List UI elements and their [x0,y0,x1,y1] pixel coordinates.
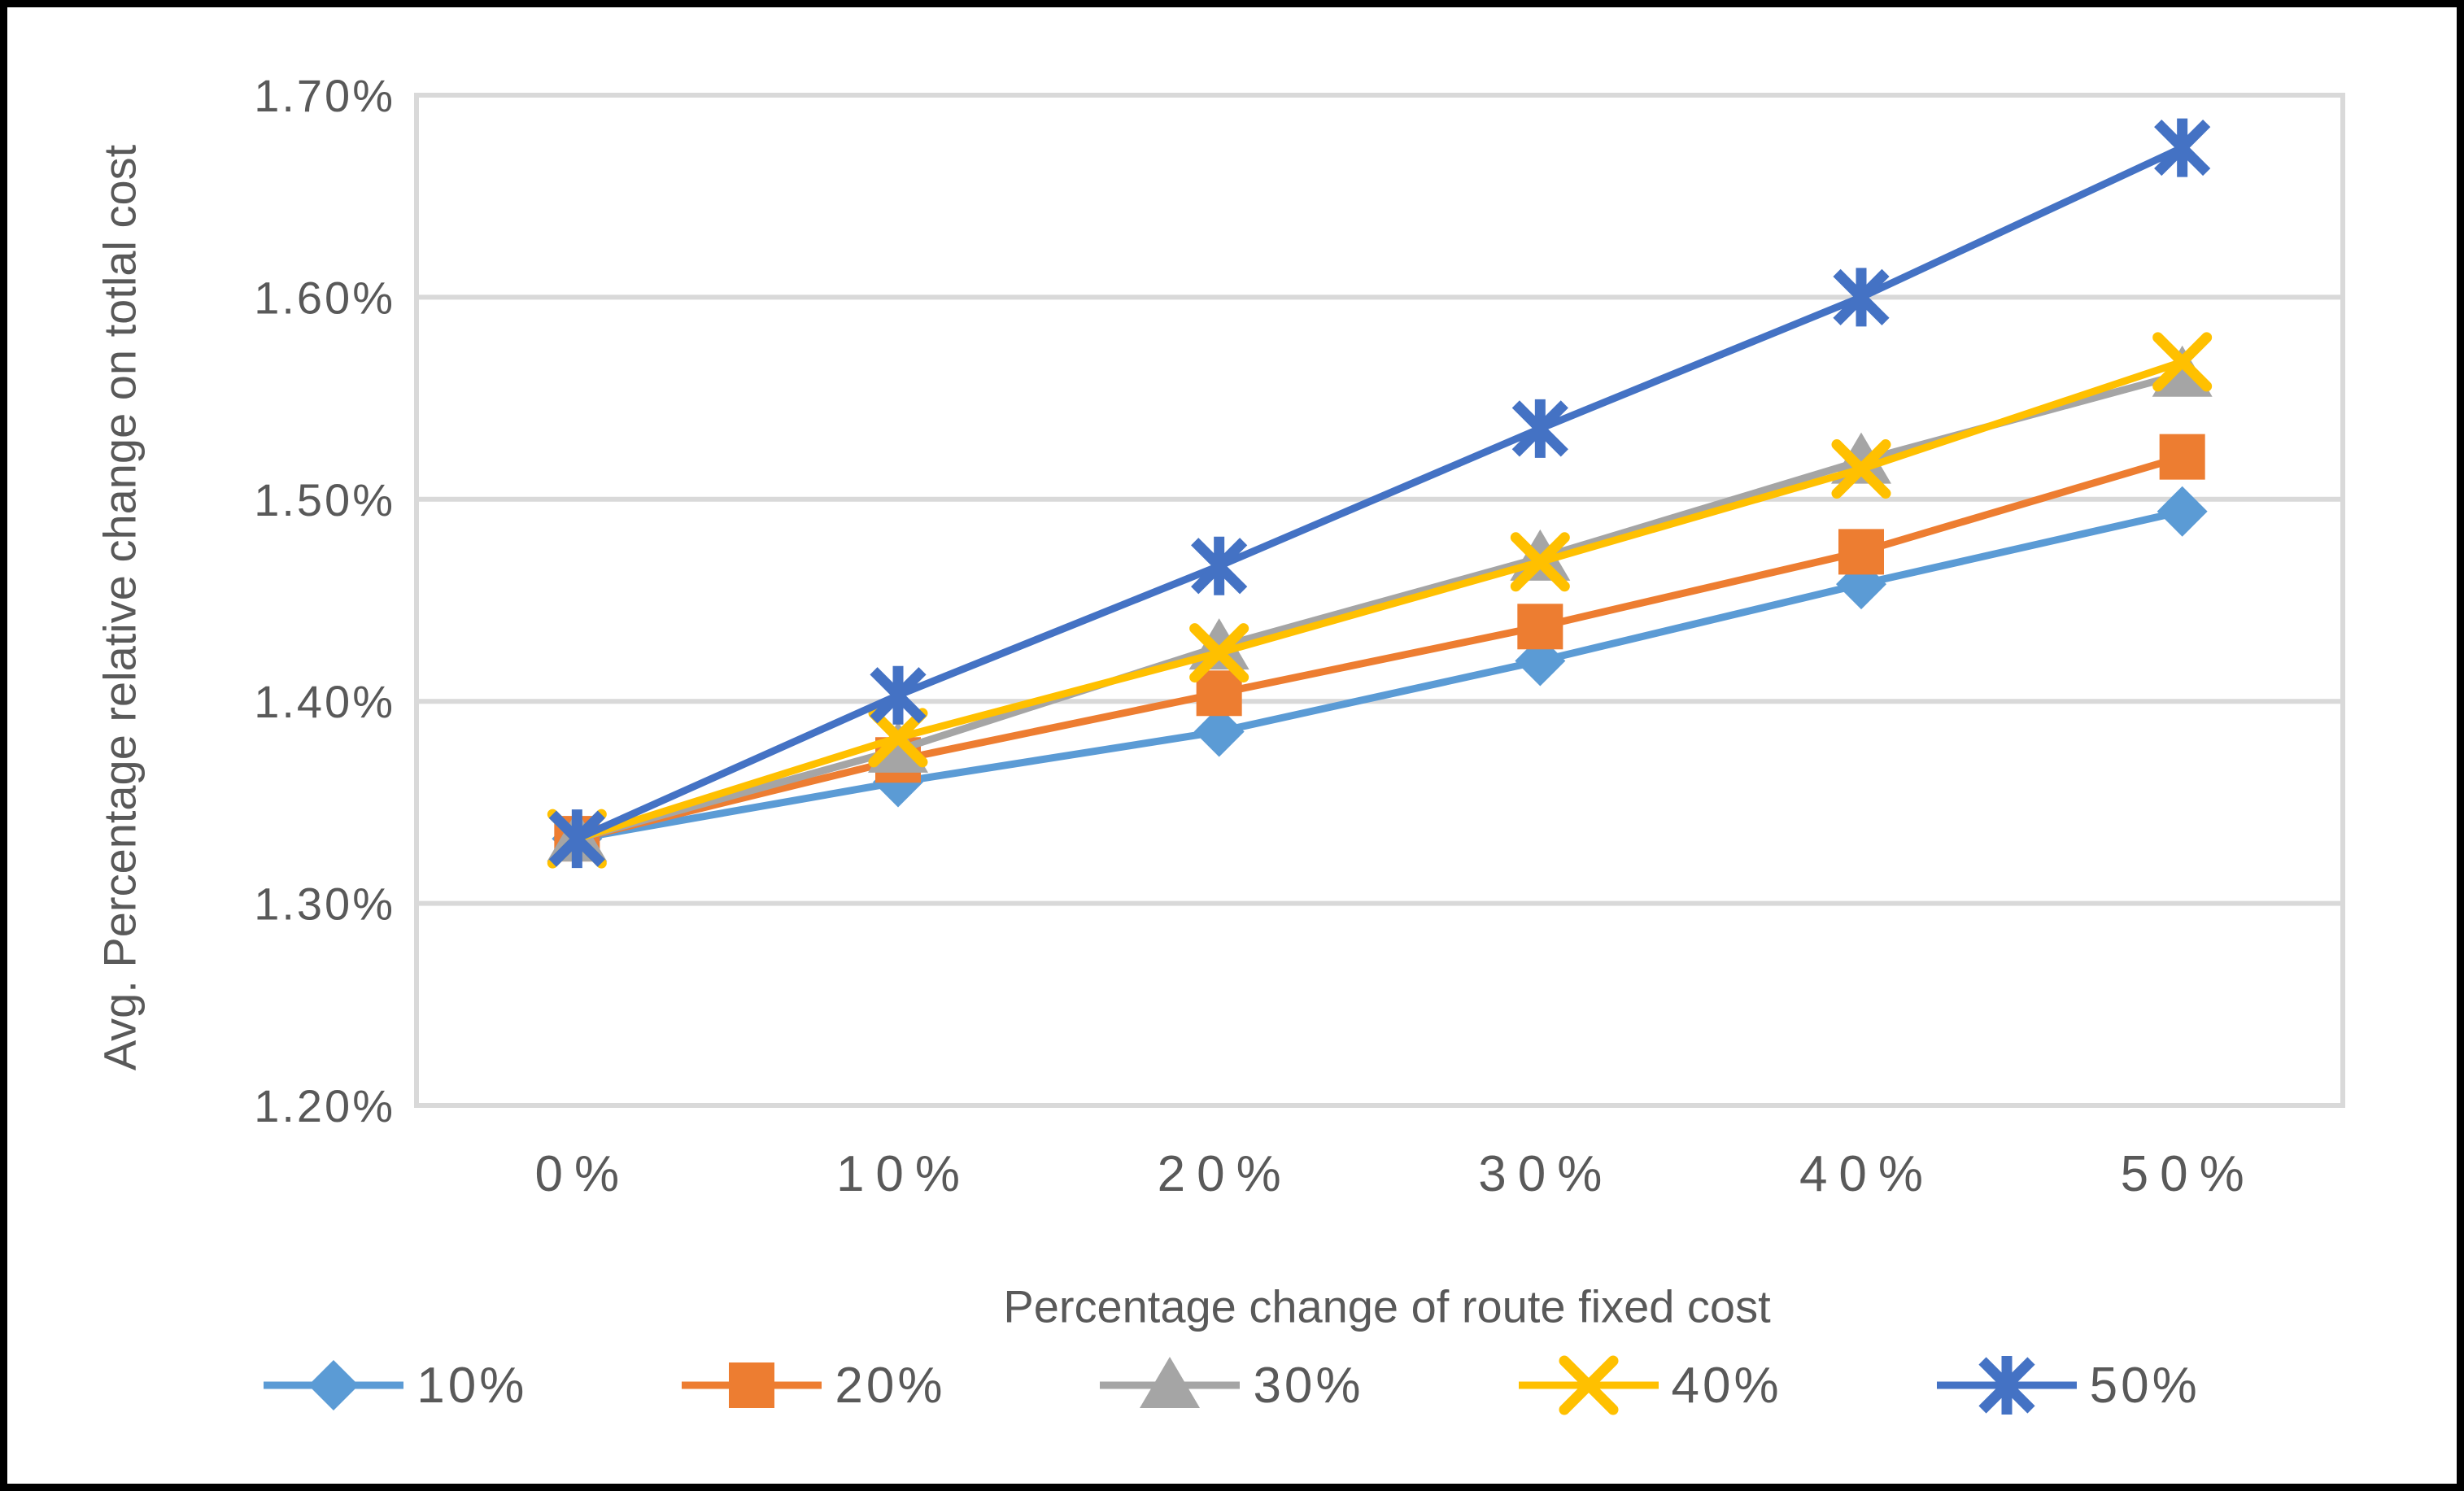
legend-key-asterisk-icon [1936,1356,2077,1415]
series-line-20% [576,453,2183,843]
legend-label: 30% [1253,1357,1364,1414]
marker-50%-50% [2154,118,2211,177]
y-tick-label: 1.60% [254,272,395,323]
marker-50%-10% [870,665,927,725]
legend-label: 50% [2089,1357,2200,1414]
legend-key-x-icon [1518,1355,1659,1415]
legend-marker-20% [729,1362,775,1408]
y-tick-label: 1.30% [254,878,395,930]
y-tick-label: 1.70% [254,70,395,121]
legend-marker-50% [1978,1356,2035,1415]
legend-key-diamond-icon [264,1360,404,1410]
x-tick-label: 30% [1478,1146,1613,1202]
marker-20%-40% [1838,529,1884,575]
x-tick-label: 10% [836,1146,971,1202]
legend-item-20%: 20% [682,1354,945,1417]
legend-item-10%: 10% [264,1354,527,1417]
legend-item-30%: 30% [1100,1354,1363,1417]
marker-40%-50% [2152,332,2213,392]
series-line-50% [575,144,2184,843]
legend-label: 10% [416,1357,528,1414]
legend-item-50%: 50% [1936,1354,2200,1417]
legend-marker-40% [1559,1355,1619,1415]
marker-50%-20% [1191,536,1248,595]
series-line-30% [576,370,2183,843]
legend-label: 40% [1671,1357,1782,1414]
series-line-40% [575,358,2184,843]
x-tick-label: 40% [1799,1146,1934,1202]
marker-50%-30% [1511,399,1568,458]
marker-10%-20% [1193,706,1245,757]
legend-key-triangle-icon [1100,1357,1241,1408]
marker-40%-10% [868,708,928,768]
series-line-10% [576,508,2183,843]
marker-10%-50% [2157,486,2208,537]
legend-item-40%: 40% [1518,1354,1782,1417]
x-tick-label: 50% [2121,1146,2256,1202]
marker-40%-40% [1831,439,1891,499]
line-chart-canvas: 1.20% 1.30% 1.40% 1.50% 1.60% 1.70% 0% 10% 20% 30… [254,70,2345,1202]
marker-40%-30% [1510,532,1570,592]
x-tick-label: 20% [1158,1146,1293,1202]
legend-marker-30% [1140,1357,1201,1408]
marker-20%-20% [1196,670,1242,717]
marker-20%-30% [1517,604,1563,650]
x-tick-label: 0% [535,1146,631,1202]
x-axis-title: Percentage change of route fixed cost [1003,1280,1771,1332]
chart-legend: 10% 20% 30% 40% 50% [7,1354,2457,1417]
plot-area-border [414,93,2345,1108]
legend-label: 20% [835,1357,946,1414]
y-axis-title: Avg. Percentage relative change on totla… [94,144,146,1071]
legend-key-square-icon [682,1362,822,1408]
marker-50%-0% [548,809,605,869]
y-tick-label: 1.20% [254,1080,395,1131]
marker-40%-20% [1189,623,1249,683]
y-tick-label: 1.50% [254,474,395,525]
marker-20%-50% [2159,434,2205,480]
legend-marker-10% [308,1360,360,1410]
y-tick-label: 1.40% [254,676,395,727]
marker-50%-40% [1833,268,1890,327]
